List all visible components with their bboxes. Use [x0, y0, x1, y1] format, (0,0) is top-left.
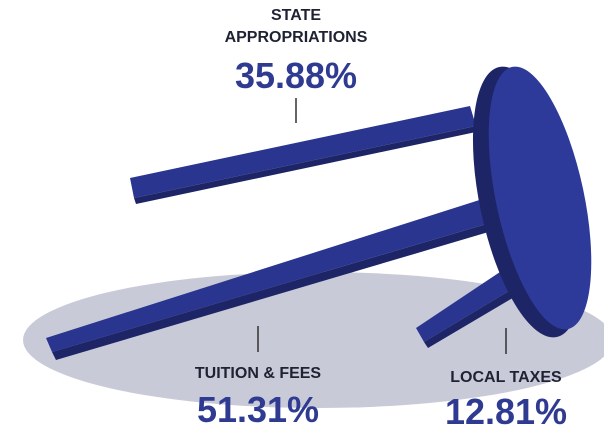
value: 12.81% — [445, 391, 567, 431]
label: APPROPRIATIONS — [225, 29, 368, 46]
label: STATE — [271, 7, 321, 24]
stool-seat — [488, 66, 592, 330]
label: TUITION & FEES — [195, 365, 322, 382]
stool-leg-shade — [52, 220, 502, 360]
stool-leg-shade — [424, 288, 516, 348]
value: 51.31% — [197, 389, 319, 430]
stool-leg — [130, 106, 476, 198]
value: 35.88% — [235, 55, 357, 96]
stool-leg-shade — [134, 126, 476, 204]
stool-leg — [416, 268, 514, 342]
stool-leg — [46, 196, 500, 352]
label: LOCAL TAXES — [450, 369, 562, 386]
